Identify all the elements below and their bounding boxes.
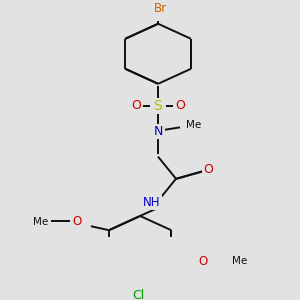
Text: N: N	[153, 125, 163, 138]
Text: Cl: Cl	[132, 289, 144, 300]
Text: S: S	[154, 99, 162, 113]
Text: Me: Me	[33, 217, 48, 227]
Text: Me: Me	[186, 120, 202, 130]
Text: O: O	[72, 215, 81, 228]
Text: O: O	[131, 100, 141, 112]
Text: Br: Br	[153, 2, 167, 15]
Text: Me: Me	[232, 256, 247, 266]
Text: O: O	[203, 163, 213, 176]
Text: O: O	[175, 100, 185, 112]
Text: O: O	[199, 254, 208, 268]
Text: NH: NH	[143, 196, 161, 209]
